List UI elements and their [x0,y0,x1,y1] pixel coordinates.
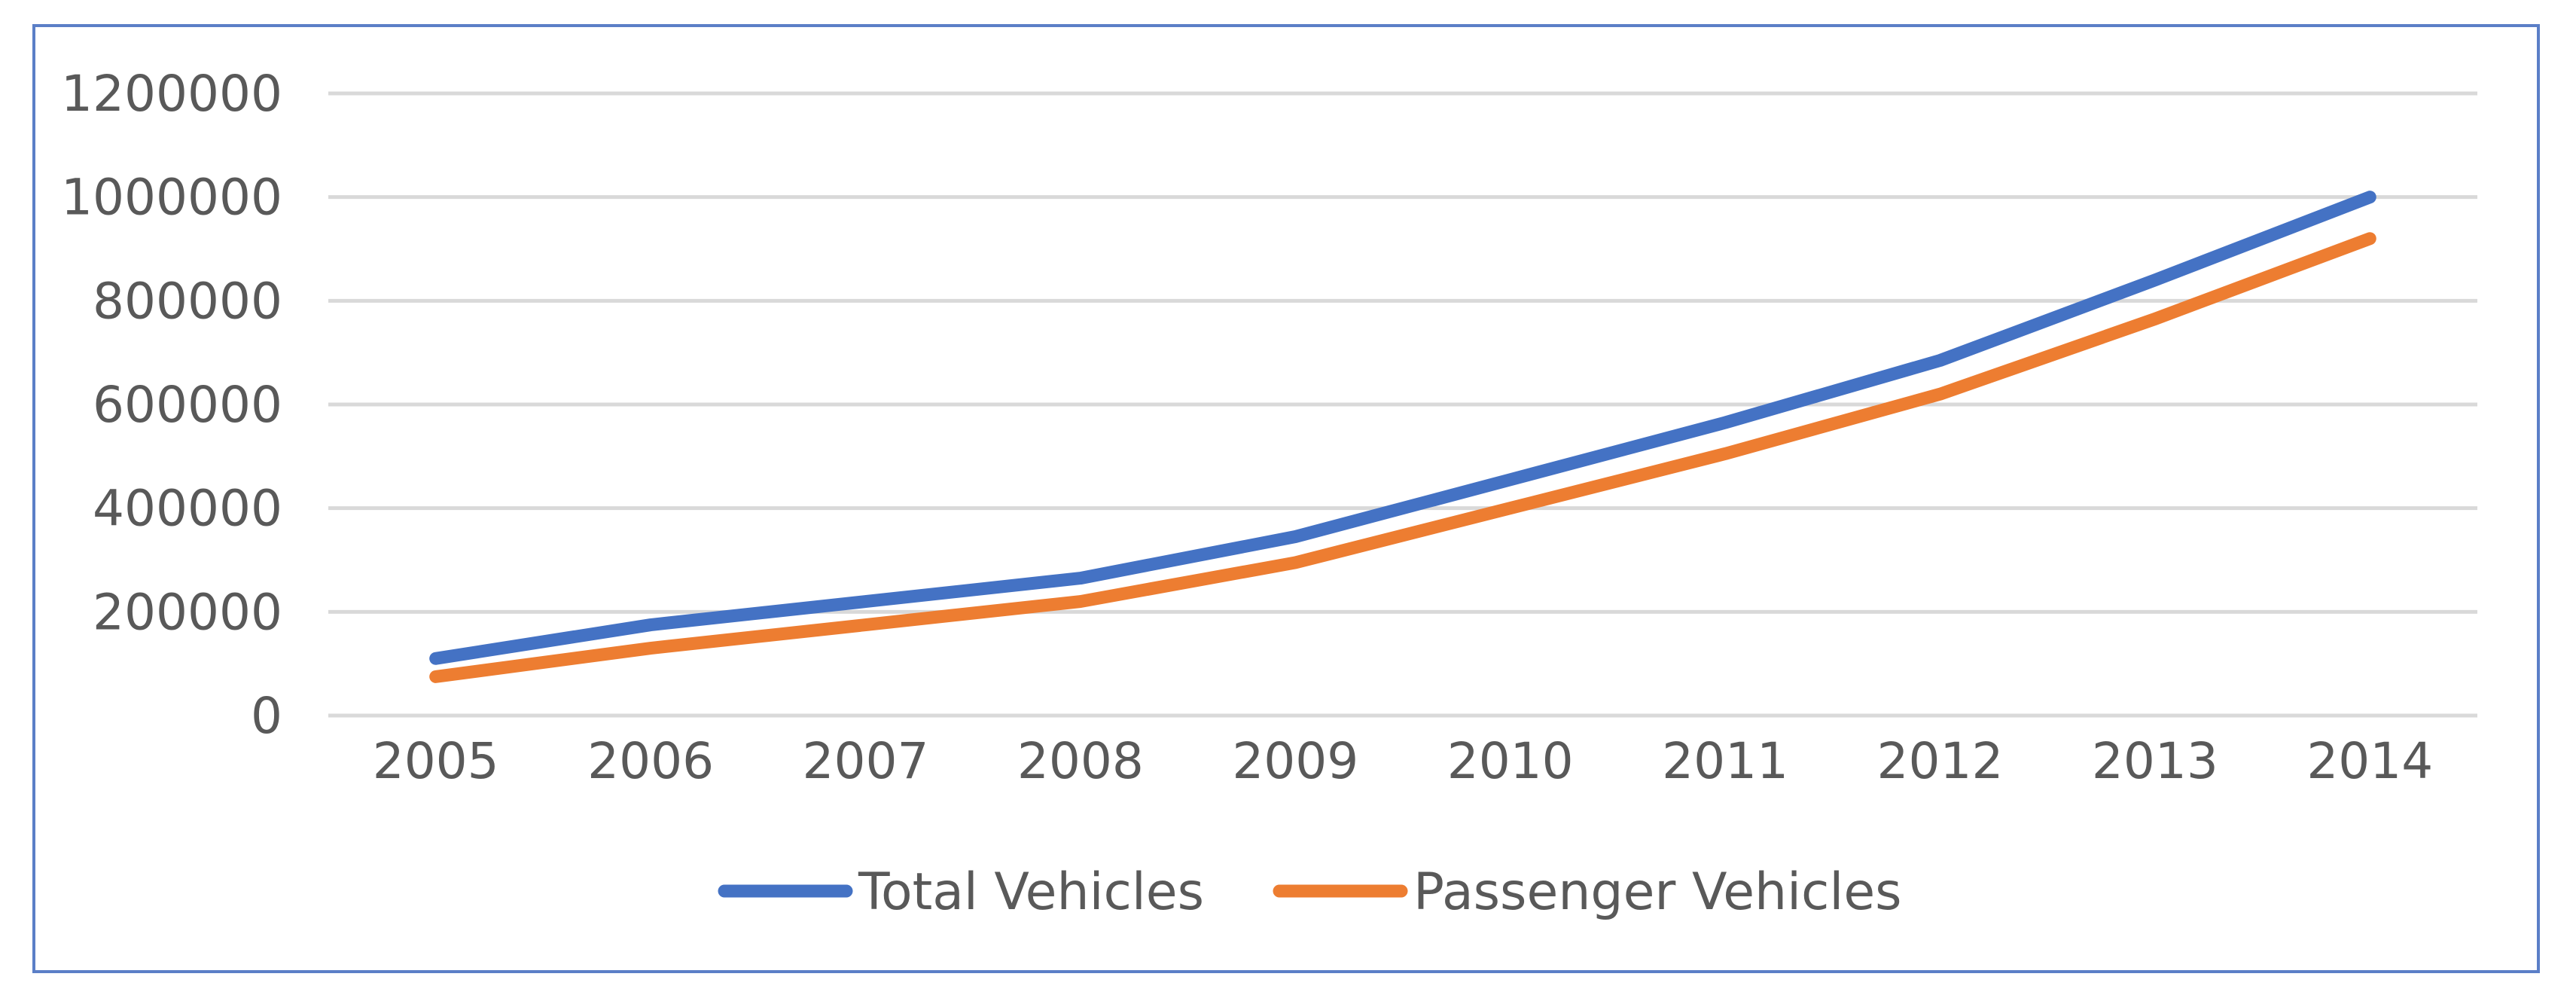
gridlines [328,91,2477,718]
y-axis-tick-labels: 0 200000 400000 600000 800000 1000000 1200000 [61,65,282,745]
legend-label: Total Vehicles [858,862,1204,922]
series-line-passenger-vehicles [429,232,2376,683]
y-tick-label: 0 [251,687,282,745]
legend-label: Passenger Vehicles [1413,862,1902,922]
x-axis-tick-labels: 2005 2006 2007 2008 2009 2010 2011 2012 2013 2014 [373,732,2434,790]
x-tick-label: 2013 [2092,732,2218,790]
y-tick-label: 800000 [93,272,282,330]
x-tick-label: 2010 [1447,732,1574,790]
x-tick-label: 2009 [1232,732,1358,790]
series-line-total-vehicles [429,191,2376,665]
y-tick-label: 400000 [93,480,282,538]
x-tick-label: 2006 [587,732,714,790]
x-tick-label: 2014 [2306,732,2433,790]
y-tick-label: 200000 [93,583,282,641]
series-lines [429,191,2376,683]
y-tick-label: 600000 [93,376,282,434]
y-tick-label: 1000000 [61,169,282,227]
x-tick-label: 2005 [373,732,499,790]
y-tick-label: 1200000 [61,65,282,123]
legend: Total Vehicles Passenger Vehicles [718,862,1902,922]
x-tick-label: 2012 [1877,732,2004,790]
chart-frame [32,24,2540,973]
x-tick-label: 2011 [1662,732,1788,790]
x-tick-label: 2007 [803,732,929,790]
x-tick-label: 2008 [1017,732,1144,790]
